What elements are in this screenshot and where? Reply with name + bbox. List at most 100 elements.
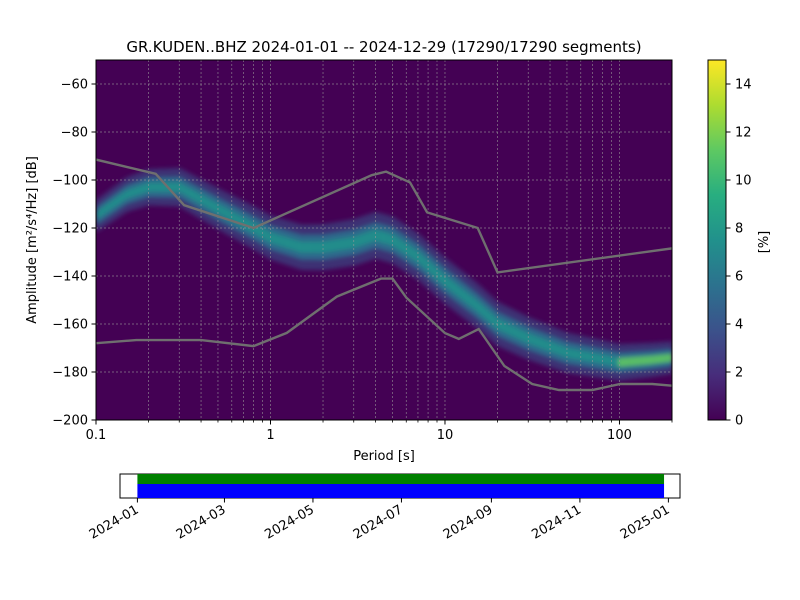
y-tick-label: −160 [52,318,88,333]
density-band-core [629,356,635,366]
timeline-tick-label: 2024-07 [351,502,406,542]
density-band-core [460,288,466,301]
density-band-core [464,291,470,304]
density-band-core [126,189,132,199]
density-band-core [456,285,462,298]
density-band-core [119,194,124,203]
density-band-core [326,240,331,253]
density-band-core [610,356,615,366]
density-band-core [407,245,412,257]
density-band-core [307,241,312,253]
density-band-core [387,233,393,246]
timeline-coverage [137,474,665,498]
density-band-core [414,250,420,262]
grid-lines [96,60,672,420]
y-tick-label: −60 [61,78,88,93]
y-tick-label: −180 [52,366,88,381]
noise-models [96,158,672,392]
density-band-core [288,238,293,250]
density-band-core [541,338,546,350]
density-band-core [641,356,646,365]
processed-coverage-bar [137,474,665,484]
density-band-core [96,210,101,219]
density-ridge [96,167,672,381]
density-band-core [115,196,120,206]
data-coverage-bar [137,484,665,498]
density-band-core [295,240,301,252]
density-band-core [222,207,228,218]
density-band-core [284,236,289,249]
density-band-core [499,320,504,332]
density-band-core [192,190,197,201]
density-band-core [602,355,608,365]
density-band-core [391,234,397,247]
y-tick-label: −120 [52,222,88,237]
density-band-core [268,232,274,244]
density-band-core [441,273,447,286]
density-band-core [145,182,151,192]
colorbar-tick-label: 6 [735,270,743,285]
density-band-core [583,351,589,362]
density-band-core [360,233,366,246]
density-band-core [487,311,493,323]
timeline-tick-label: 2024-09 [441,502,496,542]
density-band-core [149,182,155,192]
density-band-core [314,241,320,253]
density-band-core [157,182,162,192]
density-band-core [253,223,258,235]
colorbar-tick-label: 4 [735,318,743,333]
density-band-core [103,205,109,214]
density-band-core [168,182,174,192]
density-band-core [384,232,389,244]
density-band-core [480,304,485,316]
density-band-core [130,188,135,197]
timeline-axis: 2024-01 2024-03 2024-05 2024-07 2024-09 2024-… [87,498,672,543]
density-band-core [161,182,166,192]
density-band-core [234,213,239,224]
density-band-core [188,188,193,199]
x-tick-label: 100 [607,428,632,443]
density-band-core [537,337,543,348]
density-band-core [533,335,539,347]
density-band-core [437,270,443,282]
y-tick-label: −200 [52,414,88,429]
density-band-core [614,357,619,367]
density-band-core [276,234,281,246]
colorbar-label: [%] [757,231,772,254]
density-band-core [345,237,351,250]
x-axis-label: Period [s] [353,449,415,464]
timeline-tick-label: 2024-01 [87,502,142,542]
density-band-core [506,323,512,335]
density-band-core [410,247,416,260]
density-band-core [153,182,159,192]
density-band-core [529,334,535,346]
density-band-core [341,238,347,250]
colorbar-tick-label: 2 [735,366,743,381]
density-band-core [107,202,112,211]
density-band-core [380,231,385,243]
density-band-core [472,298,477,310]
density-band-core [403,242,408,255]
density-band-core [299,241,304,253]
density-band-core [449,279,454,292]
density-band-core [648,355,654,365]
density-band-core [483,308,489,320]
density-band-core [199,194,205,205]
density-band-core [545,340,550,351]
density-band-core [576,349,581,360]
density-band-core [618,357,623,367]
density-band-core [599,354,604,364]
density-band-core [211,200,216,212]
density-band-core [349,236,354,249]
density-band-core [418,253,423,265]
colorbar-tick-label: 14 [735,78,752,93]
density-band-core [591,352,596,363]
density-band-core [376,230,381,242]
density-band-core [652,355,658,364]
density-band-core [245,219,251,231]
density-band-core [122,191,128,201]
density-band-core [172,182,178,192]
density-band-core [176,182,182,193]
density-band-core [625,357,631,367]
y-axis-label: Amplitude [m²/s⁴/Hz] [dB] [25,156,40,324]
